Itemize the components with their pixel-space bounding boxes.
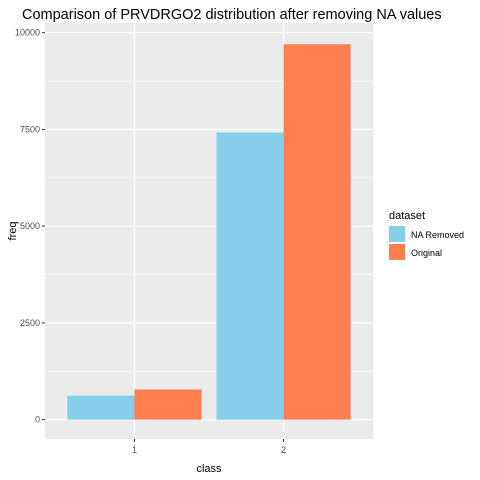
legend-swatch bbox=[389, 226, 405, 242]
legend-label: NA Removed bbox=[411, 230, 464, 240]
bar-na-removed-class-1 bbox=[67, 395, 135, 420]
bar-original-class-2 bbox=[283, 44, 351, 420]
y-tick-label: 7500 bbox=[20, 124, 40, 134]
bars bbox=[67, 44, 351, 420]
x-axis-title: class bbox=[196, 463, 222, 475]
y-axis-title: freq bbox=[7, 222, 19, 241]
y-tick-label: 10000 bbox=[15, 28, 40, 38]
legend-swatch bbox=[389, 244, 405, 260]
y-axis: 0 2500 5000 7500 10000 bbox=[15, 28, 45, 425]
y-tick-label: 5000 bbox=[20, 221, 40, 231]
x-tick-label: 2 bbox=[281, 445, 286, 455]
y-tick-label: 0 bbox=[35, 415, 40, 425]
x-tick-label: 1 bbox=[132, 445, 137, 455]
chart-title: Comparison of PRVDRGO2 distribution afte… bbox=[22, 7, 442, 23]
legend: dataset NA Removed Original bbox=[389, 210, 464, 260]
legend-title: dataset bbox=[389, 210, 425, 222]
legend-label: Original bbox=[411, 248, 442, 258]
bar-original-class-1 bbox=[134, 389, 202, 420]
bar-na-removed-class-2 bbox=[216, 132, 284, 420]
y-tick-label: 2500 bbox=[20, 318, 40, 328]
